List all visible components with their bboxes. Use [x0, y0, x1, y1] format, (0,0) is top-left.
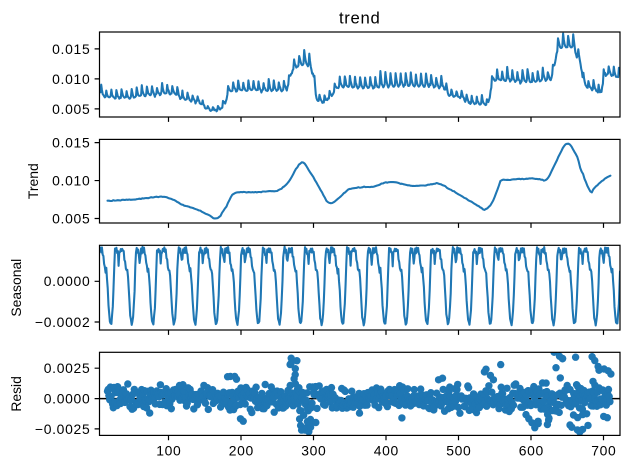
svg-text:600: 600 [519, 442, 544, 458]
svg-text:100: 100 [156, 442, 181, 458]
svg-text:0.010: 0.010 [52, 71, 90, 87]
svg-text:0.015: 0.015 [52, 135, 90, 151]
svg-text:0.0000: 0.0000 [44, 391, 91, 407]
svg-text:−0.0025: −0.0025 [35, 421, 91, 437]
svg-text:200: 200 [229, 442, 254, 458]
svg-text:Resid: Resid [8, 376, 24, 412]
svg-text:−0.0002: −0.0002 [35, 314, 91, 330]
svg-text:0.005: 0.005 [52, 101, 90, 117]
svg-text:0.0025: 0.0025 [44, 360, 91, 376]
svg-text:trend: trend [339, 9, 381, 28]
svg-text:Trend: Trend [25, 163, 41, 199]
svg-text:0.005: 0.005 [52, 210, 90, 226]
svg-text:0.015: 0.015 [52, 41, 90, 57]
svg-text:Seasonal: Seasonal [8, 259, 24, 317]
svg-text:0.010: 0.010 [52, 173, 90, 189]
svg-text:400: 400 [374, 442, 399, 458]
svg-text:700: 700 [591, 442, 616, 458]
svg-text:0.0000: 0.0000 [44, 273, 91, 289]
svg-text:500: 500 [446, 442, 471, 458]
svg-text:300: 300 [301, 442, 326, 458]
